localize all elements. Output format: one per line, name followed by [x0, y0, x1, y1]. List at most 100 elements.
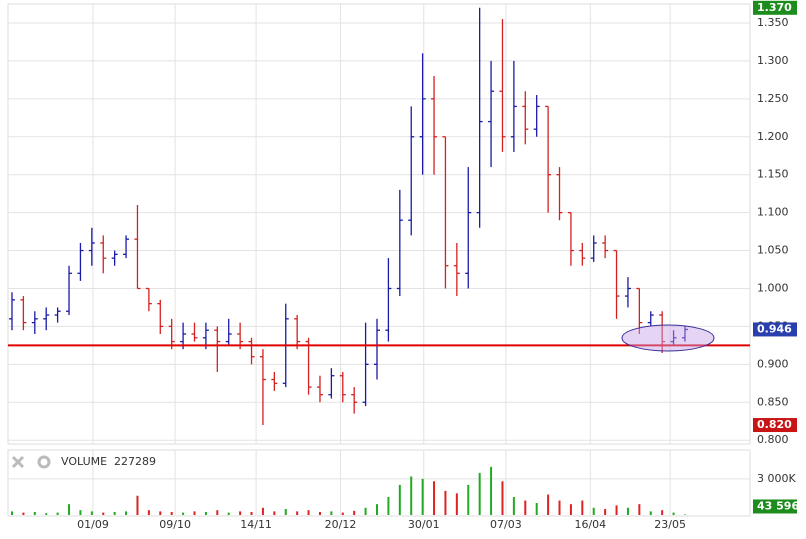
x-tick-label: 20/12 — [325, 518, 357, 531]
volume-bar — [193, 511, 196, 515]
volume-bar — [478, 472, 481, 515]
volume-bar — [296, 511, 299, 515]
x-tick-label: 14/11 — [240, 518, 272, 531]
volume-bar — [45, 513, 48, 515]
volume-bar — [250, 511, 253, 515]
volume-bar — [102, 512, 105, 515]
volume-total: 227289 — [114, 455, 156, 468]
y-tick-label: 1.150 — [757, 168, 789, 181]
price-box-label: 43 596 — [757, 499, 799, 512]
volume-bar — [341, 512, 344, 515]
volume-bar — [170, 511, 173, 515]
volume-bar — [410, 476, 413, 515]
volume-bar — [284, 508, 287, 515]
x-tick-label: 01/09 — [77, 518, 109, 531]
volume-bar — [387, 496, 390, 515]
volume-bar — [615, 505, 618, 515]
volume-bar — [490, 466, 493, 515]
price-box — [753, 322, 797, 337]
y-tick-label: 1.250 — [757, 92, 789, 105]
volume-bar — [307, 510, 310, 515]
volume-bar — [467, 484, 470, 515]
price-box — [753, 0, 797, 15]
y-tick-label: 1.050 — [757, 244, 789, 257]
volume-bar — [398, 484, 401, 515]
volume-bar — [455, 493, 458, 515]
volume-bar — [239, 511, 242, 515]
volume-bar — [136, 495, 139, 515]
volume-bar — [22, 512, 25, 515]
y-tick-label: 0.800 — [757, 433, 789, 446]
volume-bar — [661, 510, 664, 515]
volume-bar — [547, 494, 550, 515]
volume-bar — [512, 496, 515, 515]
price-box-label: 1.370 — [757, 1, 792, 14]
volume-bar — [204, 511, 207, 515]
price-box — [753, 499, 797, 514]
volume-bar — [147, 510, 150, 515]
volume-bar — [535, 502, 538, 515]
volume-bar — [10, 511, 13, 515]
price-box-label: 0.820 — [757, 418, 792, 431]
volume-panel — [7, 449, 751, 517]
x-tick-label: 07/03 — [490, 518, 522, 531]
close-icon[interactable] — [11, 455, 25, 469]
labels: 0.8000.8500.9000.9501.0001.0501.1001.150… — [77, 1, 799, 531]
volume-bar — [182, 512, 185, 515]
volume-bar — [592, 507, 595, 515]
y-tick-label: 3 000K — [757, 472, 796, 485]
volume-bar — [604, 508, 607, 515]
x-tick-label: 16/04 — [574, 518, 606, 531]
x-tick-label: 30/01 — [408, 518, 440, 531]
y-tick-label: 1.000 — [757, 281, 789, 294]
volume-icons[interactable] — [11, 455, 51, 469]
y-tick-label: 1.200 — [757, 130, 789, 143]
volume-bar — [364, 507, 367, 515]
volume-title: VOLUME — [61, 455, 107, 468]
settings-icon[interactable] — [37, 455, 51, 469]
volume-bar — [90, 511, 93, 515]
volume-bar — [216, 510, 219, 515]
price-box-label: 0.946 — [757, 322, 792, 335]
x-tick-label: 23/05 — [654, 518, 686, 531]
volume-bar — [433, 481, 436, 515]
y-tick-label: 0.850 — [757, 395, 789, 408]
volume-bar — [261, 507, 264, 515]
volume-bar — [273, 511, 276, 515]
volume-bar — [524, 500, 527, 515]
volume-bar — [79, 510, 82, 515]
grid — [8, 4, 750, 515]
volume-bar — [125, 511, 128, 515]
y-tick-label: 1.300 — [757, 54, 789, 67]
y-tick-label: 1.350 — [757, 16, 789, 29]
volume-bar — [626, 507, 629, 515]
volume-bar — [353, 510, 356, 515]
volume-bar — [649, 511, 652, 515]
highlight-ellipse — [621, 324, 715, 352]
volume-bar — [33, 511, 36, 515]
volume-bar — [581, 500, 584, 515]
volume-bar — [421, 478, 424, 515]
volume-bar — [683, 514, 686, 515]
price-panel — [7, 3, 751, 445]
price-box — [753, 418, 797, 433]
volume-bar — [672, 512, 675, 515]
volume-bar — [159, 511, 162, 515]
marks — [8, 7, 750, 515]
volume-bar — [330, 511, 333, 515]
volume-bar — [638, 504, 641, 515]
y-tick-label: 1.100 — [757, 206, 789, 219]
volume-bar — [444, 490, 447, 515]
volume-bar — [558, 500, 561, 515]
y-tick-label: 0.900 — [757, 357, 789, 370]
volume-bar — [376, 504, 379, 515]
volume-bar — [68, 504, 71, 515]
x-tick-label: 09/10 — [159, 518, 191, 531]
volume-bar — [56, 512, 59, 515]
volume-bar — [113, 511, 116, 515]
volume-bar — [569, 504, 572, 515]
volume-bar — [318, 511, 321, 515]
volume-bar — [227, 512, 230, 515]
